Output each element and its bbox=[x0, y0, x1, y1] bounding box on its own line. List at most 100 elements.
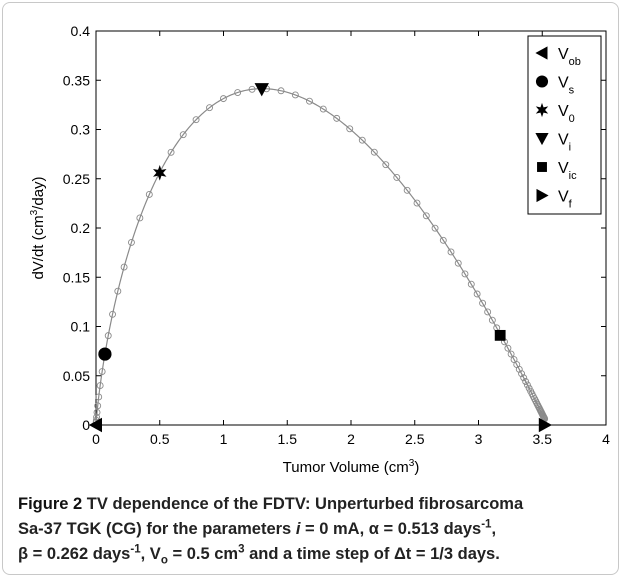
caption-line1: TV dependence of the FDTV: Unperturbed f… bbox=[82, 495, 524, 513]
marker-ic bbox=[494, 329, 506, 341]
data-point bbox=[403, 186, 411, 194]
marker-s bbox=[98, 347, 112, 361]
data-point bbox=[192, 116, 200, 124]
data-point bbox=[94, 402, 102, 410]
y-tick-label: 0.1 bbox=[71, 319, 91, 335]
marker-i bbox=[254, 83, 269, 97]
caption-line2-i: i bbox=[295, 520, 301, 538]
caption-label: Figure 2 bbox=[18, 495, 83, 513]
legend-symbol-f bbox=[536, 188, 549, 203]
legend-label-f: Vf bbox=[558, 189, 573, 211]
data-point bbox=[467, 280, 475, 288]
legend-label-0: V0 bbox=[558, 103, 575, 125]
x-axis-label: Tumor Volume (cm3) bbox=[283, 458, 420, 476]
data-point bbox=[333, 114, 341, 122]
legend-label-ob: Vob bbox=[558, 46, 581, 68]
legend-symbol-0 bbox=[535, 102, 549, 118]
x-tick-label: 0 bbox=[92, 431, 100, 447]
legend-label-ic: Vic bbox=[558, 160, 577, 182]
data-point bbox=[522, 378, 530, 385]
marker-f bbox=[538, 417, 552, 433]
plot-area bbox=[95, 30, 607, 426]
legend-label-s: Vs bbox=[558, 75, 575, 97]
legend-symbol-ic bbox=[537, 162, 547, 172]
data-point bbox=[136, 214, 144, 222]
data-point bbox=[422, 212, 430, 220]
data-point bbox=[507, 350, 515, 358]
data-point bbox=[488, 316, 496, 324]
data-point bbox=[447, 248, 455, 256]
caption-line3d: and a time step of Δt = 1/3 days. bbox=[244, 545, 500, 563]
data-point bbox=[358, 136, 366, 144]
data-point bbox=[518, 370, 526, 378]
y-tick-label: 0.35 bbox=[63, 72, 90, 88]
legend-symbol-i bbox=[535, 133, 549, 146]
data-point bbox=[479, 299, 487, 307]
data-point bbox=[473, 290, 481, 298]
data-point bbox=[96, 382, 104, 390]
data-point bbox=[461, 270, 469, 278]
data-point bbox=[167, 148, 175, 156]
figure-caption: Figure 2 TV dependence of the FDTV: Unpe… bbox=[18, 492, 614, 567]
y-tick-label: 0.3 bbox=[71, 122, 91, 138]
data-point bbox=[319, 105, 327, 113]
data-point bbox=[504, 344, 512, 352]
caption-line3-sup1: -1 bbox=[130, 543, 141, 556]
data-point bbox=[93, 408, 101, 416]
marker-ob bbox=[88, 417, 102, 433]
y-tick-label: 0.05 bbox=[63, 368, 90, 384]
data-point bbox=[370, 148, 378, 156]
data-point bbox=[109, 310, 116, 318]
y-tick-label: 0.25 bbox=[63, 171, 90, 187]
caption-line3-sup2: 3 bbox=[238, 543, 245, 556]
data-point bbox=[439, 236, 447, 244]
legend-box bbox=[527, 35, 602, 215]
y-tick-label: 0.2 bbox=[71, 220, 91, 236]
data-point bbox=[431, 224, 439, 232]
caption-line3c: = 0.5 cm bbox=[167, 545, 239, 563]
data-point bbox=[413, 199, 421, 207]
data-point bbox=[382, 161, 390, 169]
data-point bbox=[128, 238, 135, 246]
caption-line2-sup: -1 bbox=[481, 518, 492, 531]
x-tick-label: 1.5 bbox=[278, 431, 298, 447]
data-point bbox=[454, 259, 462, 267]
chart: 0 0.5 1 1.5 2 2.5 3 3.5 4 0 0.05 0.1 0.15 0.2 0.25 0.3 0… bbox=[29, 23, 610, 476]
data-point bbox=[98, 368, 106, 376]
data-point bbox=[120, 263, 128, 271]
data-point bbox=[291, 91, 299, 99]
data-point bbox=[114, 287, 122, 295]
data-point bbox=[95, 393, 103, 401]
caption-line2a: Sa-37 TGK (CG) for the parameters bbox=[18, 520, 296, 538]
x-tick-label: 2 bbox=[347, 431, 355, 447]
caption-line3-sub: o bbox=[160, 554, 168, 567]
x-tick-label: 3 bbox=[475, 431, 483, 447]
caption-line3a: β = 0.262 days bbox=[18, 545, 131, 563]
data-point bbox=[524, 381, 531, 389]
legend-symbol-s bbox=[535, 75, 549, 88]
caption-line3b: , V bbox=[140, 545, 161, 563]
data-point bbox=[219, 95, 227, 103]
caption-line2b: = 0 mA, α = 0.513 days bbox=[300, 520, 482, 538]
x-tick-label: 4 bbox=[602, 431, 610, 447]
data-point bbox=[520, 374, 528, 382]
series-curve bbox=[95, 88, 546, 423]
data-point bbox=[93, 413, 101, 421]
data-point bbox=[393, 173, 401, 181]
data-point bbox=[145, 190, 153, 198]
x-tick-label: 1 bbox=[220, 431, 228, 447]
y-axis-label: dV/dt (cm3/day) bbox=[29, 176, 47, 279]
data-point bbox=[277, 87, 285, 95]
data-point bbox=[306, 97, 313, 105]
x-tick-label: 3.5 bbox=[533, 431, 553, 447]
data-point bbox=[104, 332, 112, 340]
y-tick-label: 0 bbox=[82, 417, 90, 433]
caption-line2c: , bbox=[491, 520, 497, 538]
y-tick-label: 0.15 bbox=[63, 269, 90, 285]
data-point bbox=[484, 308, 492, 316]
legend-label-i: Vi bbox=[558, 132, 571, 154]
data-point bbox=[179, 131, 187, 139]
data-point bbox=[206, 104, 213, 112]
x-tick-label: 2.5 bbox=[405, 431, 425, 447]
data-point bbox=[248, 85, 256, 93]
